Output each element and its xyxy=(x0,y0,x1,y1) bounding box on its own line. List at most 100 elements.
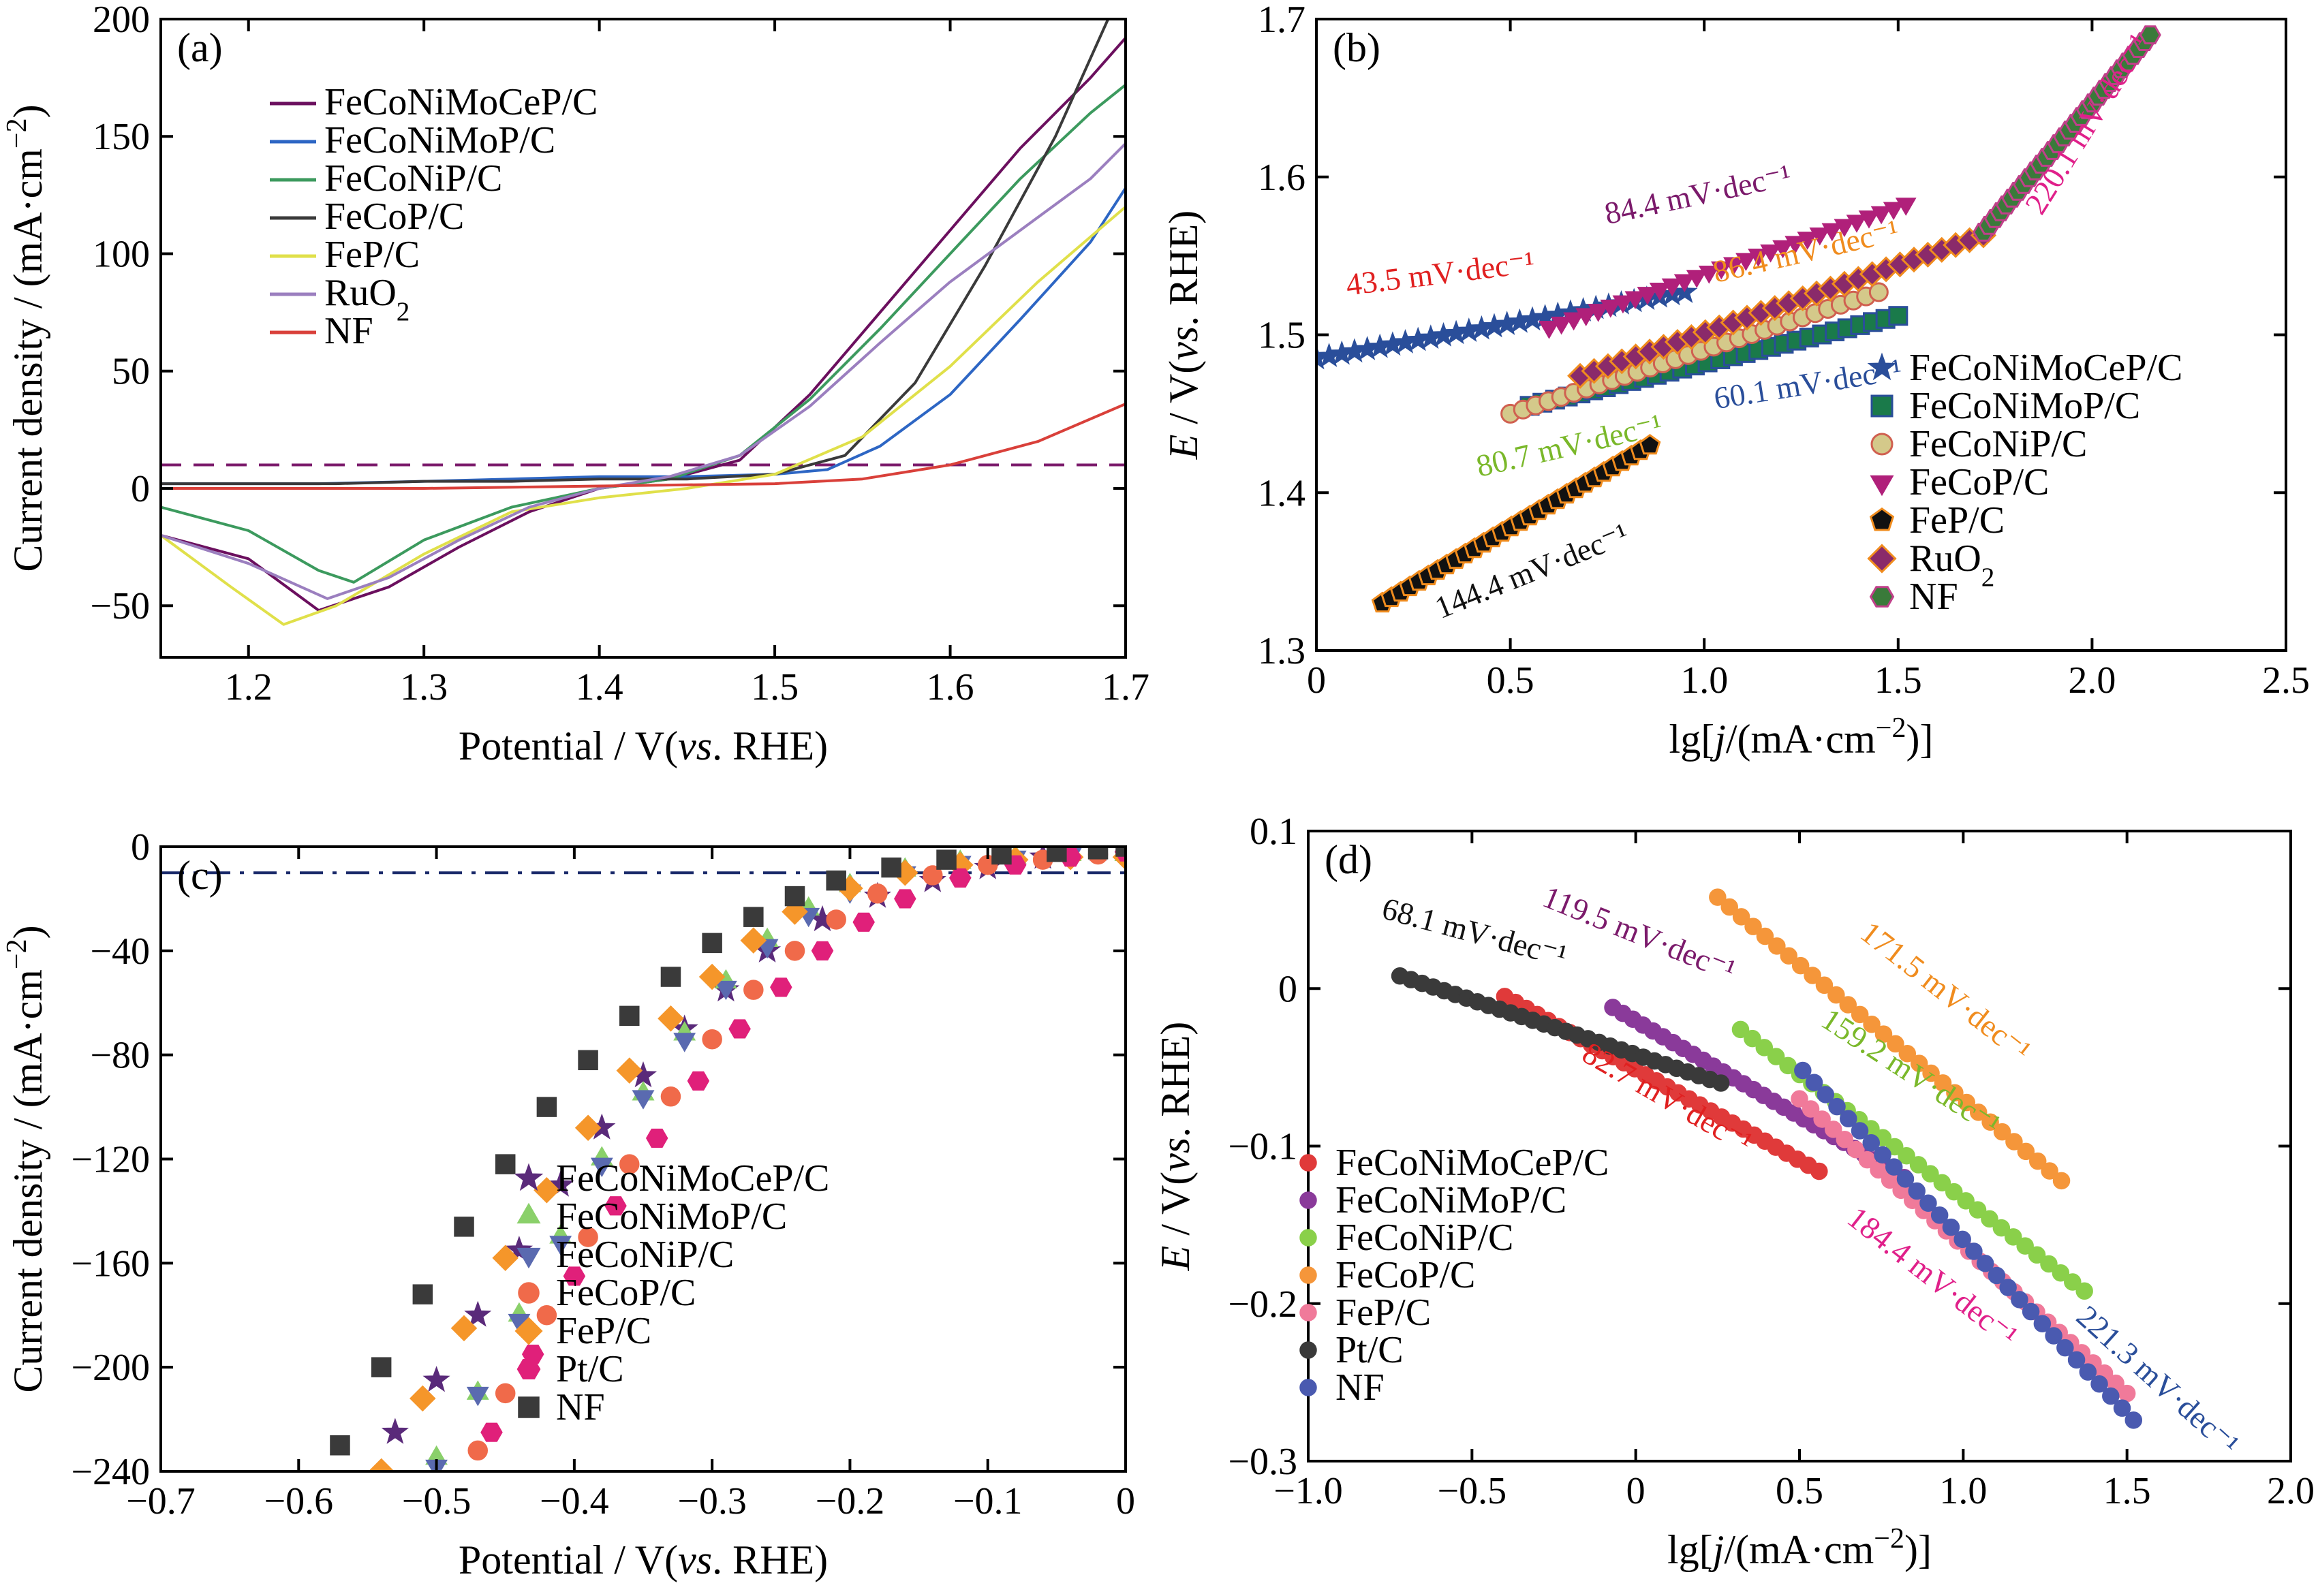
legend-swatch xyxy=(518,1282,540,1304)
point-s3-3 xyxy=(578,1227,598,1247)
point-s3-2 xyxy=(1732,908,1750,926)
point-s3-29 xyxy=(2052,1172,2071,1190)
point-s3-4 xyxy=(1588,304,1609,322)
x-tick-label: −0.7 xyxy=(126,1480,196,1522)
y-tick-label: 0 xyxy=(131,468,150,510)
panel-label: (a) xyxy=(177,25,223,70)
point-s6-27 xyxy=(2102,1387,2120,1405)
legend-swatch xyxy=(1299,1379,1317,1396)
point-s6-18 xyxy=(1999,1279,2017,1296)
x-axis-label: lg[j/(mA·cm−2)] xyxy=(1669,713,1934,762)
legend-swatch xyxy=(1870,433,1894,456)
tafel-annotation-5: 144.4 mV·dec⁻¹ xyxy=(1430,516,1633,625)
point-s3-16 xyxy=(1735,253,1757,271)
legend-swatch xyxy=(1869,507,1895,531)
y-axis-label: Current density / (mA·cm−2) xyxy=(1,104,50,572)
panel-0: 1.2 1.3 1.4 1.5 1.6 1.7 −50 0 50 100 150 200 Potenti… xyxy=(1,0,1149,768)
point-s6-0 xyxy=(1794,1061,1812,1080)
point-s3-1 xyxy=(1720,898,1738,916)
point-s6-11 xyxy=(1919,1194,1937,1212)
point-s0-29 xyxy=(1810,1162,1828,1180)
y-tick-label: −0.1 xyxy=(1228,1126,1297,1168)
point-s2-20 xyxy=(1968,1201,1987,1219)
series-line-3 xyxy=(161,19,1110,486)
point-s6-4 xyxy=(495,1154,516,1174)
legend-entry-0: FeCoNiMoCeP/C xyxy=(1909,347,2182,389)
point-s3-15 xyxy=(1887,1035,1904,1053)
point-s3-10 xyxy=(1827,986,1845,1004)
point-s2-22 xyxy=(1992,1219,2011,1237)
point-s6-13 xyxy=(881,857,901,878)
point-s0-0 xyxy=(381,1418,409,1444)
legend-entry-3: FeCoP/C xyxy=(1909,461,2049,503)
y-axis-label: Current density / (mA·cm−2) xyxy=(1,925,50,1392)
point-s2-25 xyxy=(2028,1246,2046,1264)
point-s4-7 xyxy=(658,1005,684,1032)
point-s2-21 xyxy=(1981,1210,1998,1228)
point-s5-0 xyxy=(480,1422,503,1442)
point-s6-12 xyxy=(1930,1206,1949,1224)
point-s0-1 xyxy=(422,1366,450,1392)
y-tick-label: 50 xyxy=(112,351,150,393)
legend-entry-3: FeCoP/C xyxy=(324,195,464,238)
point-s6-5 xyxy=(1851,1122,1869,1140)
point-s2-13 xyxy=(1885,1138,1904,1156)
legend-swatch xyxy=(1870,475,1894,497)
point-s4-6 xyxy=(616,1057,643,1084)
x-axis-label: lg[j/(mA·cm−2)] xyxy=(1667,1523,1932,1572)
x-tick-label: 1.6 xyxy=(927,666,974,708)
point-s2-2 xyxy=(1755,1039,1774,1057)
point-s6-8 xyxy=(660,967,681,987)
y-tick-label: 1.3 xyxy=(1258,630,1305,672)
point-s4-2 xyxy=(450,1315,478,1342)
point-s6-23 xyxy=(2056,1339,2074,1357)
point-s3-17 xyxy=(1748,249,1769,267)
point-s4-29 xyxy=(2118,1384,2136,1403)
point-s3-28 xyxy=(1883,202,1904,221)
x-tick-label: 1.7 xyxy=(1102,666,1149,708)
point-s6-28 xyxy=(2113,1399,2131,1417)
legend-entry-1: FeCoNiMoP/C xyxy=(324,119,555,161)
point-s4-3 xyxy=(492,1245,519,1271)
point-s3-5 xyxy=(660,1086,681,1107)
point-s4-0 xyxy=(1791,1090,1808,1108)
point-s2-17 xyxy=(1933,1174,1951,1192)
legend-swatch xyxy=(514,1163,544,1191)
point-s5-8 xyxy=(811,941,834,960)
legend-entry-3: FeCoP/C xyxy=(1335,1254,1475,1296)
y-axis-label: E / V(vs. RHE) xyxy=(1161,210,1206,460)
x-axis-label: Potential / V(vs. RHE) xyxy=(459,723,828,768)
tafel-annotation-0: 43.5 mV·dec⁻¹ xyxy=(1344,245,1536,302)
x-tick-label: 0.5 xyxy=(1776,1470,1823,1512)
panel-2: −0.7 −0.6 −0.5 −0.4 −0.3 −0.2 −0.1 0 −240 −200 −16… xyxy=(1,826,1135,1582)
legend-entry-4: FeP/C xyxy=(1335,1292,1431,1334)
point-s2-23 xyxy=(2005,1228,2022,1246)
point-s3-13 xyxy=(1863,1015,1881,1033)
legend: FeCoNiMoCeP/CFeCoNiMoP/CFeCoNiP/CFeCoP/C… xyxy=(514,1157,829,1428)
point-s3-0 xyxy=(1539,321,1560,339)
point-s2-26 xyxy=(2040,1255,2058,1273)
point-s6-25 xyxy=(2079,1363,2097,1381)
legend-entry-0: FeCoNiMoCeP/C xyxy=(324,81,598,123)
legend-swatch xyxy=(1867,544,1897,574)
legend-entry-6: NF xyxy=(1335,1366,1385,1409)
legend-swatch xyxy=(1867,352,1897,381)
legend-swatch xyxy=(1299,1266,1317,1284)
point-s5-7 xyxy=(770,977,792,997)
legend-entry-5: RuO2 xyxy=(1909,537,1994,592)
point-s6-14 xyxy=(936,849,957,870)
series-line-0 xyxy=(161,37,1126,612)
point-s2-14 xyxy=(1898,1146,1915,1165)
x-tick-label: 0.5 xyxy=(1487,659,1534,702)
legend-entry-6: NF xyxy=(556,1386,605,1428)
point-s3-20 xyxy=(1784,236,1806,255)
point-s6-3 xyxy=(454,1217,474,1237)
point-s6-20 xyxy=(2022,1302,2040,1321)
x-tick-label: 0 xyxy=(1626,1470,1645,1512)
point-s5-1 xyxy=(521,1344,544,1364)
point-s4-3 xyxy=(1824,1121,1842,1138)
point-s4-5 xyxy=(1847,1140,1865,1159)
tafel-annotation-1: 84.4 mV·dec⁻¹ xyxy=(1601,157,1794,231)
point-s2-3 xyxy=(1767,1048,1785,1065)
point-s5-4 xyxy=(645,1128,668,1148)
